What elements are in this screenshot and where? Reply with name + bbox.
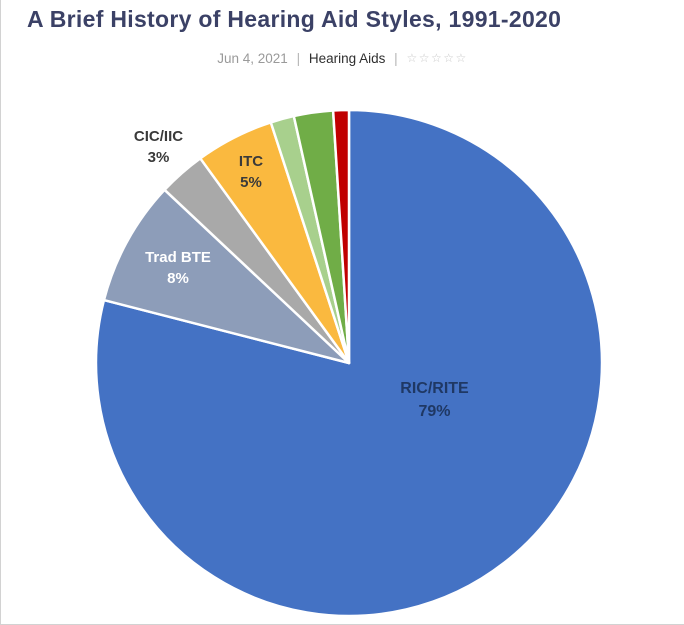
pie-slice-trad-bte: [102, 188, 351, 365]
article-meta: Jun 4, 2021 | Hearing Aids | ☆☆☆☆☆: [1, 50, 684, 66]
meta-separator: |: [296, 50, 301, 66]
publish-date: Jun 4, 2021: [217, 50, 288, 66]
slice-label-cic-iic: CIC/IIC 3%: [106, 126, 211, 168]
category-link[interactable]: Hearing Aids: [308, 50, 386, 66]
pie-slice-unlabeled-6: [331, 108, 351, 365]
slice-label-name: CIC/IIC: [133, 128, 184, 145]
slice-label-trad-bte: Trad BTE 8%: [118, 247, 238, 289]
slice-label-percent: 5%: [240, 174, 262, 191]
slice-label-name: ITC: [238, 153, 264, 170]
slice-label-ric-rite: RIC/RITE 79%: [372, 377, 497, 423]
slice-label-name: Trad BTE: [145, 249, 211, 266]
slice-label-name: RIC/RITE: [400, 380, 469, 397]
meta-separator: |: [394, 50, 398, 66]
page-title: A Brief History of Hearing Aid Styles, 1…: [27, 6, 562, 32]
slice-label-percent: 8%: [167, 270, 189, 287]
slice-label-percent: 79%: [418, 403, 451, 420]
rating-stars-icon: ☆☆☆☆☆: [406, 51, 468, 66]
slice-label-percent: 3%: [147, 149, 170, 166]
slice-label-itc: ITC 5%: [211, 151, 291, 193]
